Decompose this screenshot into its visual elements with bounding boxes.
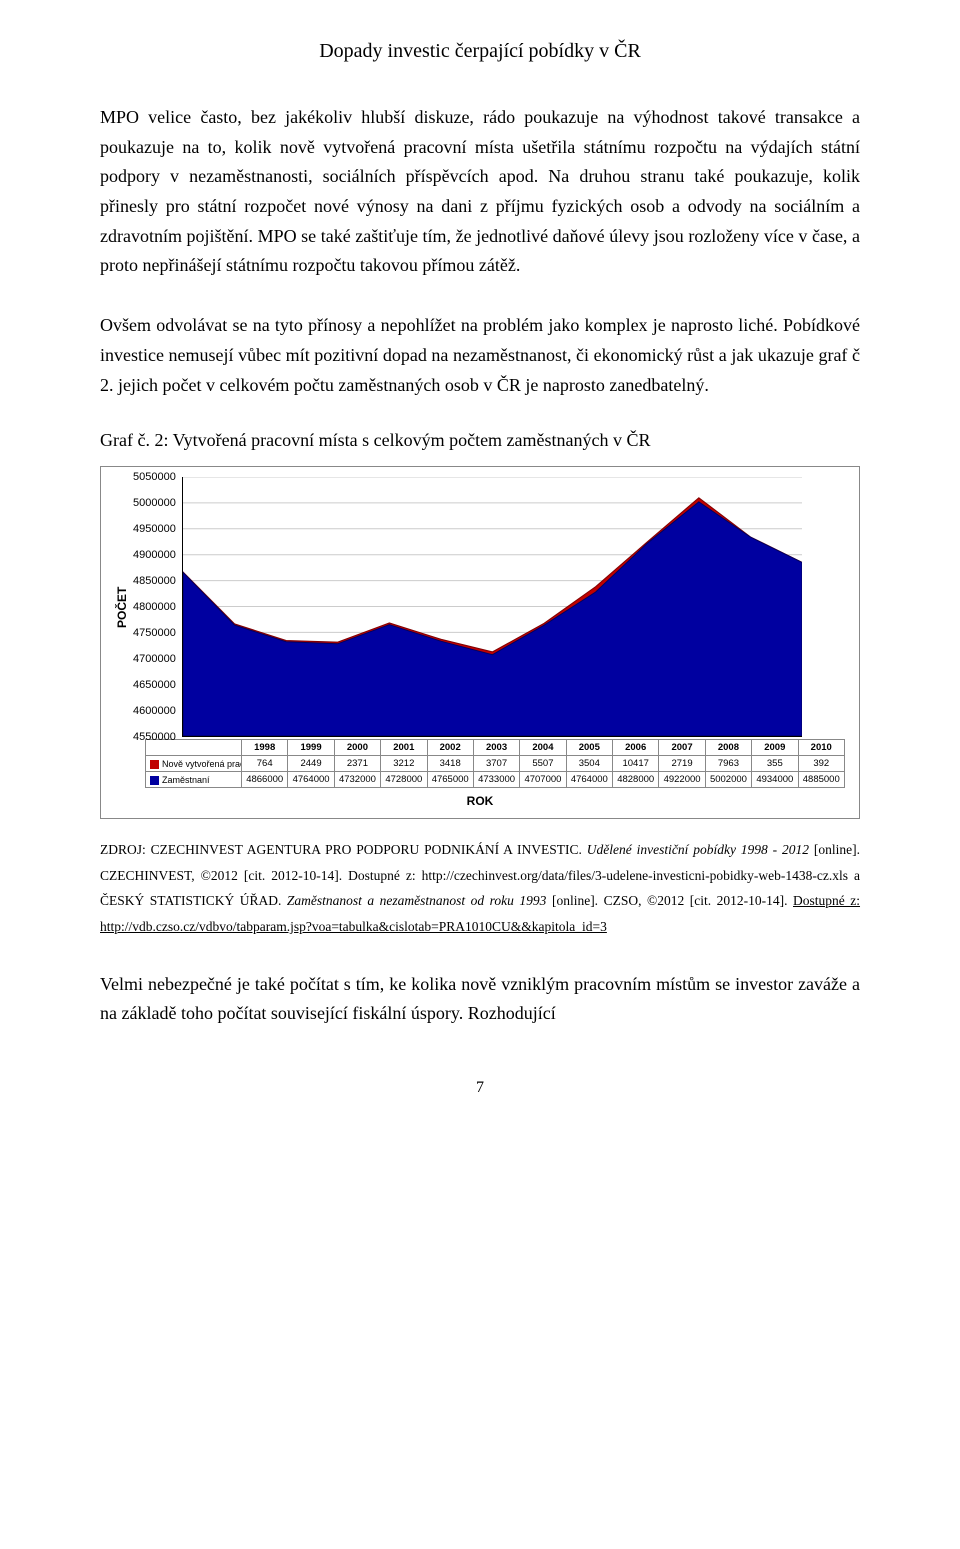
table-col-header: 2007: [659, 740, 705, 756]
table-col-header: 2009: [752, 740, 798, 756]
table-cell: 4934000: [752, 772, 798, 788]
table-col-header: 2005: [566, 740, 612, 756]
table-col-header: 1999: [288, 740, 334, 756]
table-cell: 10417: [613, 756, 659, 772]
legend-swatch: [150, 760, 159, 769]
table-cell: 4733000: [473, 772, 519, 788]
table-cell: 7963: [705, 756, 751, 772]
chart-y-axis-title: POČET: [111, 477, 133, 737]
source-text-d: Zaměstnanost a nezaměstnanost od roku 19…: [287, 893, 547, 908]
table-cell: 3212: [381, 756, 427, 772]
table-cell: 5002000: [705, 772, 751, 788]
table-cell: 4828000: [613, 772, 659, 788]
table-cell: 4707000: [520, 772, 566, 788]
series-name: Nově vytvořená prac. místa: [162, 759, 242, 769]
source-text-e: [online]. CZSO, ©2012 [cit. 2012-10-14].: [546, 893, 793, 908]
series-name: Zaměstnaní: [162, 775, 210, 785]
legend-swatch: [150, 776, 159, 785]
closing-paragraph: Velmi nebezpečné je také počítat s tím, …: [100, 970, 860, 1029]
table-col-header: 1998: [242, 740, 288, 756]
page-header-title: Dopady investic čerpající pobídky v ČR: [100, 40, 860, 63]
table-cell: 4885000: [798, 772, 845, 788]
chart-container: POČET 5050000500000049500004900000485000…: [100, 466, 860, 819]
source-text-a: ZDROJ: CZECHINVEST AGENTURA PRO PODPORU …: [100, 842, 587, 857]
chart-caption: Graf č. 2: Vytvořená pracovní místa s ce…: [100, 430, 860, 451]
page-number: 7: [100, 1079, 860, 1097]
table-col-header: 2008: [705, 740, 751, 756]
chart-x-axis-title: ROK: [111, 794, 849, 808]
table-col-header: 2010: [798, 740, 845, 756]
source-text-b: Udělené investiční pobídky 1998 - 2012: [587, 842, 809, 857]
table-cell: 5507: [520, 756, 566, 772]
table-cell: 4764000: [566, 772, 612, 788]
table-cell: 4922000: [659, 772, 705, 788]
table-cell: 2719: [659, 756, 705, 772]
table-cell: 764: [242, 756, 288, 772]
table-cell: 355: [752, 756, 798, 772]
chart-plot-area: [182, 477, 802, 737]
chart-y-ticks: 5050000500000049500004900000485000048000…: [133, 477, 182, 737]
table-col-header: 2003: [473, 740, 519, 756]
table-col-header: 2006: [613, 740, 659, 756]
table-cell: 3418: [427, 756, 473, 772]
table-cell: 4764000: [288, 772, 334, 788]
table-cell: 4728000: [381, 772, 427, 788]
table-cell: 392: [798, 756, 845, 772]
table-cell: 2371: [334, 756, 380, 772]
chart-data-table: 1998199920002001200220032004200520062007…: [145, 739, 845, 788]
paragraph-2: Ovšem odvolávat se na tyto přínosy a nep…: [100, 311, 860, 400]
table-col-header: 2001: [381, 740, 427, 756]
table-cell: 4866000: [242, 772, 288, 788]
table-cell: 2449: [288, 756, 334, 772]
table-cell: 4765000: [427, 772, 473, 788]
paragraph-1: MPO velice často, bez jakékoliv hlubší d…: [100, 103, 860, 281]
table-cell: 4732000: [334, 772, 380, 788]
table-cell: 3707: [473, 756, 519, 772]
table-col-header: 2000: [334, 740, 380, 756]
table-col-header: 2002: [427, 740, 473, 756]
table-col-header: 2004: [520, 740, 566, 756]
table-cell: 3504: [566, 756, 612, 772]
chart-source: ZDROJ: CZECHINVEST AGENTURA PRO PODPORU …: [100, 837, 860, 940]
